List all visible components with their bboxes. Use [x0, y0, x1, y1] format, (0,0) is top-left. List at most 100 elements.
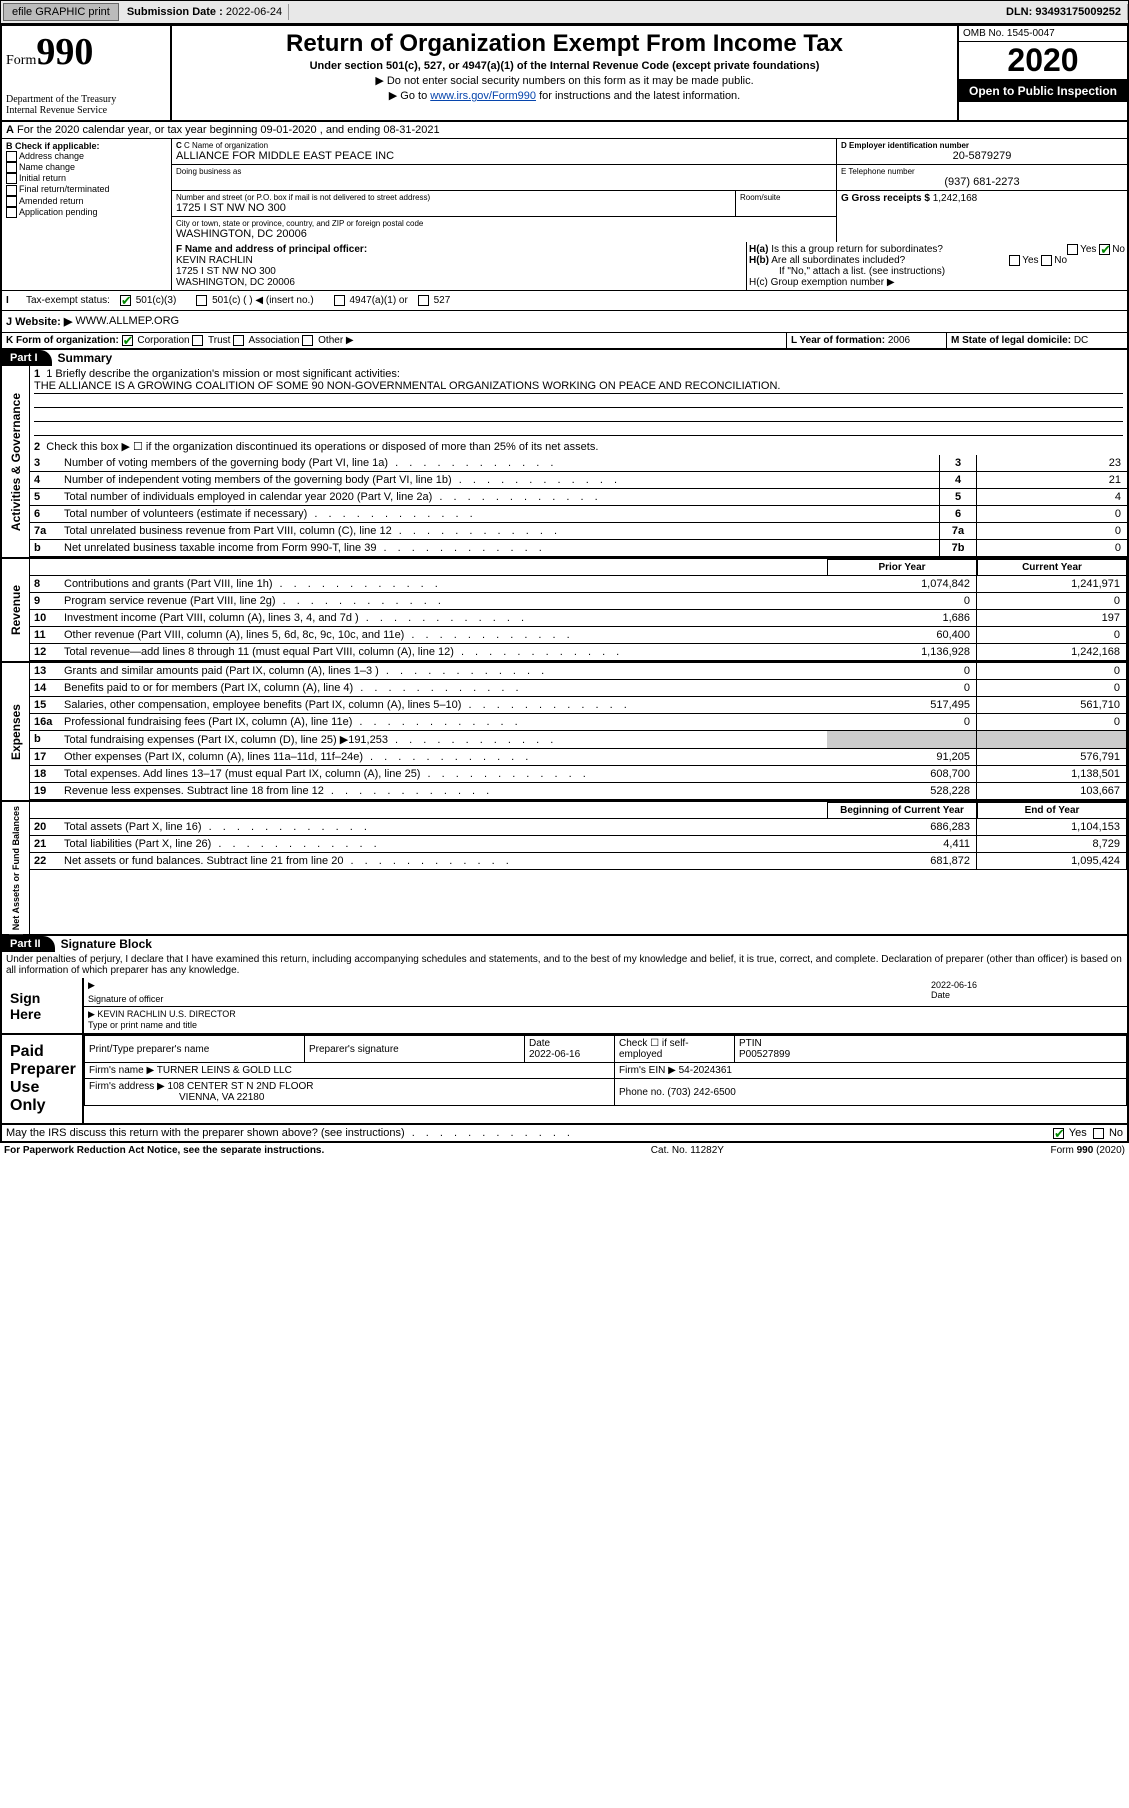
gov-line-6: 6 Total number of volunteers (estimate i… — [30, 506, 1127, 523]
submission-label: Submission Date : — [127, 6, 226, 18]
org-name: ALLIANCE FOR MIDDLE EAST PEACE INC — [176, 150, 832, 162]
checkbox-address-change[interactable]: Address change — [6, 151, 167, 162]
checkbox-corporation[interactable] — [122, 335, 133, 346]
line1-label: 1 Briefly describe the organization's mi… — [46, 368, 400, 380]
line-10: 10 Investment income (Part VIII, column … — [30, 610, 1127, 627]
line1: 1 1 Briefly describe the organization's … — [30, 366, 1127, 438]
website-value[interactable]: WWW.ALLMEP.ORG — [75, 315, 179, 328]
revenue-col-header: Prior Year Current Year — [30, 559, 1127, 576]
preparer-table: Print/Type preparer's name Preparer's si… — [84, 1035, 1127, 1106]
efile-print-button[interactable]: efile GRAPHIC print — [3, 3, 119, 21]
firm-addr1: 108 CENTER ST N 2ND FLOOR — [168, 1081, 314, 1092]
form-number: 990 — [36, 31, 93, 73]
side-gov-label: Activities & Governance — [7, 389, 25, 535]
prep-sig-label: Preparer's signature — [305, 1036, 525, 1063]
line-b: b Total fundraising expenses (Part IX, c… — [30, 731, 1127, 749]
ptin: P00527899 — [739, 1049, 790, 1060]
section-f-label: F Name and address of principal officer: — [176, 244, 742, 255]
section-hb: H(b) Are all subordinates included? Yes … — [749, 255, 1125, 266]
line-14: 14 Benefits paid to or for members (Part… — [30, 680, 1127, 697]
section-ha: H(a) Is this a group return for subordin… — [749, 244, 1125, 255]
irs-label: Internal Revenue Service — [6, 105, 166, 116]
website-label: J Website: ▶ — [6, 315, 72, 328]
checkbox-name-change[interactable]: Name change — [6, 162, 167, 173]
paid-prep-label: Paid Preparer Use Only — [2, 1035, 82, 1123]
org-name-label: C Name of organization — [184, 141, 268, 150]
checkbox-527[interactable]: 527 — [418, 295, 450, 306]
checkbox-501c3[interactable]: 501(c)(3) — [120, 295, 176, 306]
checkbox-application-pending[interactable]: Application pending — [6, 207, 167, 218]
penalty-text: Under penalties of perjury, I declare th… — [0, 952, 1129, 978]
line-8: 8 Contributions and grants (Part VIII, l… — [30, 576, 1127, 593]
discuss-row: May the IRS discuss this return with the… — [2, 1125, 1127, 1141]
section-d: D Employer identification number 20-5879… — [837, 139, 1127, 242]
gross-value: 1,242,168 — [933, 193, 978, 204]
signature-block: Sign Here ▶Signature of officer 2022-06-… — [0, 978, 1129, 1143]
line-18: 18 Total expenses. Add lines 13–17 (must… — [30, 766, 1127, 783]
line-19: 19 Revenue less expenses. Subtract line … — [30, 783, 1127, 800]
discuss-no[interactable] — [1093, 1128, 1104, 1139]
phone-value: (937) 681-2273 — [841, 176, 1123, 188]
checkbox-4947[interactable]: 4947(a)(1) or — [334, 295, 408, 306]
footer-right: Form 990 (2020) — [1051, 1145, 1125, 1156]
section-b-label: B Check if applicable: — [6, 141, 167, 151]
checkbox-initial-return[interactable]: Initial return — [6, 173, 167, 184]
gov-line-7a: 7a Total unrelated business revenue from… — [30, 523, 1127, 540]
officer-addr2: WASHINGTON, DC 20006 — [176, 277, 742, 288]
form-title: Return of Organization Exempt From Incom… — [176, 30, 953, 58]
governance-section: Activities & Governance 1 1 Briefly desc… — [0, 366, 1129, 559]
officer-name-title: KEVIN RACHLIN U.S. DIRECTOR — [97, 1009, 235, 1019]
form-header: Form990 Department of the Treasury Inter… — [0, 24, 1129, 122]
sections-bcd: B Check if applicable: Address change Na… — [0, 139, 1129, 242]
col-end: End of Year — [977, 802, 1127, 819]
dln-value: 93493175009252 — [1035, 6, 1121, 18]
line-12: 12 Total revenue—add lines 8 through 11 … — [30, 644, 1127, 661]
section-m-label: M State of legal domicile: — [951, 335, 1074, 346]
gov-line-7b: b Net unrelated business taxable income … — [30, 540, 1127, 557]
checkbox-other[interactable] — [302, 335, 313, 346]
col-current: Current Year — [977, 559, 1127, 576]
firm-phone: (703) 242-6500 — [667, 1087, 735, 1098]
part1-title: Summary — [52, 351, 113, 365]
side-exp-label: Expenses — [7, 700, 25, 764]
tax-exempt-row: I Tax-exempt status: 501(c)(3) 501(c) ( … — [0, 291, 1129, 311]
room-label: Room/suite — [740, 193, 832, 202]
revenue-section: Revenue Prior Year Current Year 8 Contri… — [0, 559, 1129, 663]
part2-title: Signature Block — [55, 937, 152, 951]
sub3-link[interactable]: www.irs.gov/Form990 — [430, 90, 536, 102]
tax-exempt-label: Tax-exempt status: — [26, 295, 110, 306]
tax-year-text: For the 2020 calendar year, or tax year … — [17, 124, 440, 136]
gov-line-4: 4 Number of independent voting members o… — [30, 472, 1127, 489]
section-a-taxyear: A For the 2020 calendar year, or tax yea… — [0, 122, 1129, 139]
gov-line-5: 5 Total number of individuals employed i… — [30, 489, 1127, 506]
submission-field: Submission Date : 2022-06-24 — [121, 4, 289, 20]
self-employed: Check ☐ if self-employed — [615, 1036, 735, 1063]
firm-ein: 54-2024361 — [679, 1065, 732, 1076]
line-11: 11 Other revenue (Part VIII, column (A),… — [30, 627, 1127, 644]
col-begin: Beginning of Current Year — [827, 802, 977, 819]
header-sub3: ▶ Go to www.irs.gov/Form990 for instruct… — [176, 89, 953, 102]
checkbox-trust[interactable] — [192, 335, 203, 346]
ein-value: 20-5879279 — [841, 150, 1123, 162]
street-value: 1725 I ST NW NO 300 — [176, 202, 731, 214]
part2-header: Part II Signature Block — [0, 936, 1129, 952]
checkbox-amended-return[interactable]: Amended return — [6, 196, 167, 207]
year-formation: 2006 — [888, 335, 910, 346]
checkbox-501c[interactable]: 501(c) ( ) ◀ (insert no.) — [196, 295, 313, 306]
line-9: 9 Program service revenue (Part VIII, li… — [30, 593, 1127, 610]
section-c: C C Name of organization ALLIANCE FOR MI… — [172, 139, 837, 242]
expenses-section: Expenses 13 Grants and similar amounts p… — [0, 663, 1129, 802]
checkbox-association[interactable] — [233, 335, 244, 346]
omb-number: OMB No. 1545-0047 — [959, 26, 1127, 42]
form-label: Form — [6, 53, 36, 68]
part1-tab: Part I — [2, 350, 52, 366]
sub3-pre: ▶ Go to — [389, 90, 430, 102]
part2-tab: Part II — [2, 936, 55, 952]
open-inspection: Open to Public Inspection — [959, 80, 1127, 102]
section-hc: H(c) Group exemption number ▶ — [749, 277, 1125, 288]
prep-name-label: Print/Type preparer's name — [85, 1036, 305, 1063]
line-17: 17 Other expenses (Part IX, column (A), … — [30, 749, 1127, 766]
discuss-yes[interactable] — [1053, 1128, 1064, 1139]
phone-label: E Telephone number — [841, 167, 1123, 176]
checkbox-final-return[interactable]: Final return/terminated — [6, 184, 167, 195]
